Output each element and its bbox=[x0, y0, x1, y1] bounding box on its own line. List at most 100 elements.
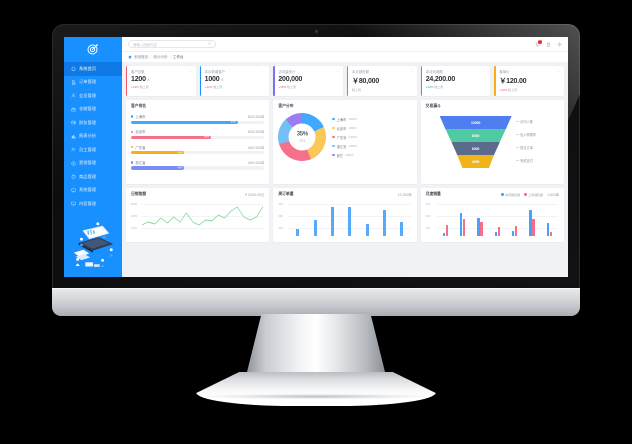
gear-icon[interactable] bbox=[557, 41, 562, 47]
bar[interactable] bbox=[383, 210, 387, 236]
legend-item[interactable]: 本周销售额 bbox=[501, 193, 520, 197]
bar-series-b[interactable] bbox=[445, 225, 448, 236]
funnel-step[interactable]: 4000 bbox=[457, 155, 495, 168]
legend-label: 其它 bbox=[336, 153, 344, 158]
breadcrumb-item[interactable]: 系统首页 bbox=[134, 54, 149, 59]
sidebar-item-content[interactable]: 内容管理 bbox=[64, 197, 122, 211]
progress-pct: 40% bbox=[177, 166, 183, 170]
legend-dot bbox=[332, 126, 335, 130]
legend-item[interactable]: 其它 10000 bbox=[332, 153, 356, 158]
stat-card-header: 本月销售额 bbox=[352, 69, 413, 74]
chart-header-right: 本周销售额 上周销售额 1,500单 bbox=[501, 192, 559, 197]
user-icon bbox=[71, 93, 76, 98]
bell-icon[interactable]: 6 bbox=[535, 39, 542, 47]
bar-series-b[interactable] bbox=[463, 219, 466, 236]
legend-item[interactable]: 上周销售额 bbox=[524, 193, 543, 197]
bar-series-a[interactable] bbox=[460, 212, 463, 236]
legend-dot bbox=[131, 145, 134, 149]
legend-item[interactable]: 浙江省 10000 bbox=[332, 144, 357, 149]
sidebar-item-system[interactable]: 系统管理 bbox=[64, 184, 122, 198]
y-axis-label: 300 bbox=[278, 226, 283, 230]
bar[interactable] bbox=[313, 220, 317, 236]
bar-group bbox=[460, 200, 466, 236]
legend-item[interactable]: 北京市 10000 bbox=[332, 126, 357, 131]
stat-card[interactable]: 客户总数 1200人 +13% 较上周 bbox=[126, 66, 196, 96]
stat-card[interactable]: 本月新增客户 1000人 +12% 较上周 bbox=[199, 66, 270, 96]
more-icon[interactable] bbox=[557, 70, 560, 73]
bar[interactable] bbox=[365, 224, 369, 236]
bar-series-a[interactable] bbox=[442, 233, 445, 236]
bar-series-a[interactable] bbox=[546, 222, 549, 236]
customer-rank-panel: 客户排名 上海市 800/1000单 bbox=[126, 100, 270, 184]
bar-series-b[interactable] bbox=[497, 226, 500, 236]
stat-card[interactable]: 本月利润额 24,200.00 +22% 较上周 bbox=[420, 66, 491, 96]
bar-series-a[interactable] bbox=[529, 209, 532, 236]
sidebar-item-home[interactable]: 系统首页 bbox=[64, 62, 122, 76]
funnel-step[interactable]: 6000 bbox=[451, 142, 500, 155]
main-area: 请输入搜索内容 6 bbox=[122, 37, 568, 277]
stat-card-header: 客单价 bbox=[499, 69, 560, 74]
bar-series-b[interactable] bbox=[515, 225, 518, 236]
breadcrumb-item[interactable]: 统计分析 bbox=[153, 54, 168, 59]
stat-accent-bar bbox=[126, 66, 128, 96]
stat-card[interactable]: 本月销售额 ￥80,000 较上周 bbox=[347, 66, 417, 96]
funnel-tick bbox=[515, 160, 519, 161]
search-input[interactable]: 请输入搜索内容 bbox=[128, 40, 216, 48]
funnel-step[interactable]: 8000 bbox=[445, 129, 506, 142]
bar-series-b[interactable] bbox=[480, 222, 483, 236]
list-item[interactable]: 浙江省 400/1000单 40% bbox=[131, 160, 265, 170]
bar-series-b[interactable] bbox=[532, 219, 535, 236]
more-icon[interactable] bbox=[189, 70, 192, 73]
search-icon[interactable] bbox=[207, 42, 211, 46]
funnel-step[interactable]: 10000 bbox=[439, 116, 512, 129]
panel-title: 客户分布 bbox=[278, 104, 294, 108]
bar-series-a[interactable] bbox=[494, 232, 497, 236]
sidebar-item-members[interactable]: 会员管理 bbox=[64, 89, 122, 103]
sidebar-item-label: 报表分析 bbox=[79, 133, 97, 139]
legend-label: 上海市 bbox=[336, 117, 347, 122]
stat-card[interactable]: 访问量统计 200,000 +15% 较上周 bbox=[273, 66, 344, 96]
sidebar-nav: 系统首页 订单管理 会员管理 仓储管理 bbox=[64, 62, 122, 211]
more-icon[interactable] bbox=[410, 70, 413, 73]
more-icon[interactable] bbox=[336, 70, 339, 73]
list-item[interactable]: 上海市 800/1000单 80% bbox=[131, 114, 265, 124]
sidebar-item-finance[interactable]: 财务管理 bbox=[64, 116, 122, 130]
progress-track: 80% bbox=[131, 120, 265, 124]
more-icon[interactable] bbox=[262, 70, 265, 73]
bar-series-b[interactable] bbox=[549, 231, 552, 236]
sidebar-item-warehouse[interactable]: 仓储管理 bbox=[64, 103, 122, 117]
monitor-stand-neck bbox=[246, 314, 386, 376]
bar[interactable] bbox=[348, 207, 352, 236]
legend-item[interactable]: 广东省 14000 bbox=[332, 135, 357, 140]
stat-title: 本月利润额 bbox=[425, 70, 443, 74]
stat-card[interactable]: 客单价 ￥120.00 +10% 较上周 bbox=[494, 66, 565, 96]
bar-series-a[interactable] bbox=[477, 217, 480, 236]
y-axis-label: 900 bbox=[278, 202, 283, 206]
lock-icon[interactable] bbox=[546, 41, 551, 47]
donut-chart[interactable]: 35% 占比 bbox=[278, 113, 327, 161]
brand-logo[interactable] bbox=[64, 37, 122, 60]
progress-track: 40% bbox=[131, 166, 265, 170]
bar[interactable] bbox=[296, 228, 300, 236]
sidebar-item-orders[interactable]: 订单管理 bbox=[64, 76, 122, 90]
home-icon bbox=[71, 66, 76, 71]
sidebar-item-staff[interactable]: 员工管理 bbox=[64, 143, 122, 157]
bar[interactable] bbox=[400, 221, 404, 236]
sidebar-item-reports[interactable]: 报表分析 bbox=[64, 130, 122, 144]
sidebar-item-marketing[interactable]: 营销管理 bbox=[64, 157, 122, 171]
list-item[interactable]: 广东省 400/1000单 40% bbox=[131, 145, 265, 155]
sidebar-item-goods[interactable]: 商品管理 bbox=[64, 170, 122, 184]
line-chart[interactable]: 3000 2000 1000 bbox=[131, 200, 264, 236]
bar[interactable] bbox=[331, 207, 335, 236]
funnel-tick bbox=[515, 121, 519, 122]
legend-dot bbox=[332, 144, 335, 148]
list-item[interactable]: 北京市 600/1000单 60% bbox=[131, 129, 265, 140]
bar-chart[interactable]: 900 600 300 bbox=[278, 200, 411, 236]
more-icon[interactable] bbox=[483, 70, 486, 73]
legend-item[interactable]: 上海市 10000 bbox=[332, 117, 357, 122]
grouped-bar-chart[interactable]: 900 600 300 bbox=[426, 200, 559, 236]
bar-series-a[interactable] bbox=[512, 231, 515, 236]
stand-base-shadow bbox=[206, 394, 426, 399]
progress-name: 上海市 bbox=[135, 115, 146, 119]
